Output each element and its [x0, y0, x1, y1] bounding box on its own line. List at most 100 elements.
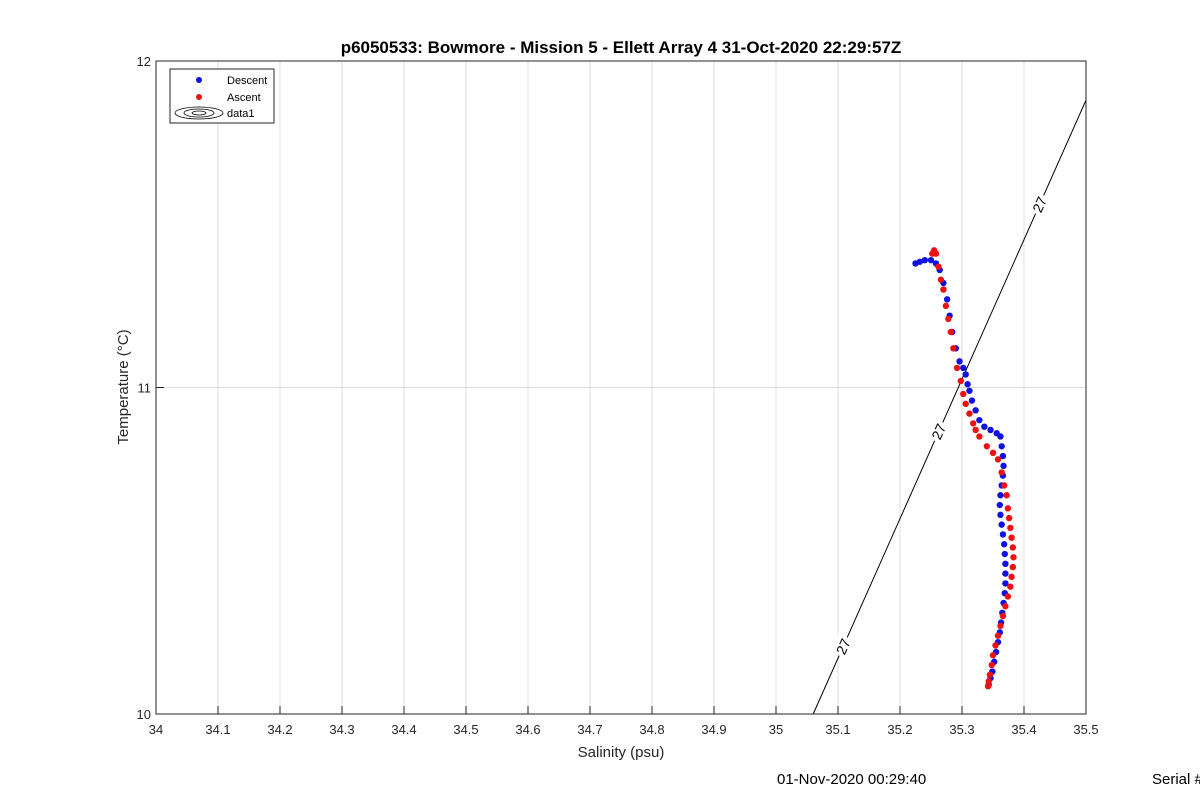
legend-ascent-label: Ascent: [227, 92, 261, 104]
ascent-point: [960, 390, 967, 398]
descent-point: [916, 258, 924, 265]
ascent-point: [957, 377, 964, 385]
descent-point: [964, 381, 971, 388]
ascent-point: [976, 433, 983, 440]
descent-point: [921, 256, 928, 264]
descent-point: [996, 501, 1004, 509]
contour-label-background: [830, 633, 856, 660]
descent-point: [956, 358, 963, 365]
contour-label: 27: [833, 636, 854, 657]
ascent-point: [1005, 514, 1013, 522]
ascent-point: [1004, 593, 1012, 600]
x-tick-label: 34.8: [639, 722, 664, 737]
descent-point: [998, 521, 1005, 528]
ascent-point: [983, 443, 990, 450]
ascent-point: [1009, 544, 1017, 551]
ascent-point: [988, 661, 995, 669]
descent-point: [943, 296, 951, 303]
y-tick-label: 10: [137, 707, 151, 722]
descent-point: [1000, 541, 1008, 548]
ascent-point: [962, 400, 969, 408]
ascent-point: [989, 652, 997, 659]
descent-point: [1000, 462, 1007, 470]
x-tick-label: 35.5: [1073, 722, 1098, 737]
ascent-point: [1008, 573, 1015, 581]
legend: Descent Ascent data1: [169, 68, 275, 124]
y-tick-label: 12: [137, 54, 151, 69]
ascent-point: [994, 632, 1002, 639]
descent-point: [999, 531, 1007, 538]
ascent-point: [947, 328, 955, 336]
ascent-point: [992, 642, 999, 649]
legend-data1-label: data1: [227, 108, 255, 120]
legend-descent-marker: [196, 77, 202, 83]
ascent-point: [966, 410, 973, 417]
descent-point: [1002, 580, 1009, 587]
x-tick-label: 34.4: [391, 722, 416, 737]
x-tick-label: 35.3: [949, 722, 974, 737]
ascent-point: [942, 302, 950, 310]
y-tick-label: 11: [138, 381, 152, 396]
ascent-point: [969, 420, 977, 427]
ascent-point: [984, 683, 992, 690]
ascent-point: [972, 426, 979, 434]
ascent-point: [1003, 492, 1010, 499]
x-axis-label: Salinity (psu): [578, 744, 665, 761]
ascent-point: [998, 469, 1005, 476]
ascent-point: [935, 263, 942, 270]
legend-descent-label: Descent: [227, 75, 267, 87]
contour-label-background: [1027, 191, 1052, 218]
ascent-point: [985, 678, 992, 685]
contour-label: 27: [1029, 194, 1050, 215]
descent-point: [999, 452, 1007, 460]
descent-point: [987, 426, 994, 434]
descent-point: [972, 407, 979, 414]
ascent-point: [1009, 563, 1017, 571]
ascent-point: [1010, 554, 1017, 561]
legend-box: [169, 68, 275, 124]
x-tick-label: 35.4: [1011, 722, 1036, 737]
ascent-point: [986, 671, 994, 679]
descent-point: [1002, 560, 1009, 568]
ascent-point: [1002, 603, 1009, 610]
x-tick-label: 34.9: [701, 722, 726, 737]
ascent-point: [937, 276, 945, 283]
ascent-point: [989, 449, 997, 456]
x-tick-label: 34.3: [329, 722, 354, 737]
contour-label: 27: [928, 421, 949, 442]
descent-point: [962, 371, 969, 378]
descent-point: [1001, 550, 1008, 558]
legend-contour-icon: [174, 106, 224, 120]
x-tick-label: 34.1: [205, 722, 230, 737]
ascent-series: [929, 247, 1017, 690]
grid: [156, 61, 1086, 714]
ascent-point: [999, 612, 1007, 620]
ascent-point: [1004, 505, 1012, 512]
ascent-point: [945, 315, 952, 323]
ascent-point: [1007, 524, 1014, 532]
descent-point: [997, 433, 1004, 440]
ascent-point: [950, 345, 957, 352]
descent-point: [976, 416, 983, 424]
descent-point: [981, 423, 988, 430]
x-tick-label: 35.2: [887, 722, 912, 737]
descent-point: [960, 364, 967, 372]
ascent-point: [940, 286, 947, 293]
footer-serial: Serial #: [1152, 771, 1200, 788]
x-tick-label: 34.7: [577, 722, 602, 737]
ascent-point: [1000, 482, 1008, 489]
ascent-point: [1007, 583, 1014, 590]
descent-point: [968, 397, 976, 404]
descent-point: [927, 256, 935, 264]
y-axis-ticks: 10 11 12: [137, 54, 164, 722]
x-tick-label: 35: [769, 722, 783, 737]
contour-label-background: [926, 418, 951, 445]
descent-point: [997, 511, 1004, 519]
ascent-point: [932, 250, 940, 257]
ascent-point: [997, 622, 1004, 630]
x-axis-ticks: 34 34.1 34.2 34.3 34.4 34.5 34.6 34.7 34.8 34.9 35…: [149, 706, 1099, 737]
x-tick-label: 35.1: [825, 722, 850, 737]
legend-ascent-marker: [196, 94, 202, 100]
ascent-point: [953, 364, 961, 372]
